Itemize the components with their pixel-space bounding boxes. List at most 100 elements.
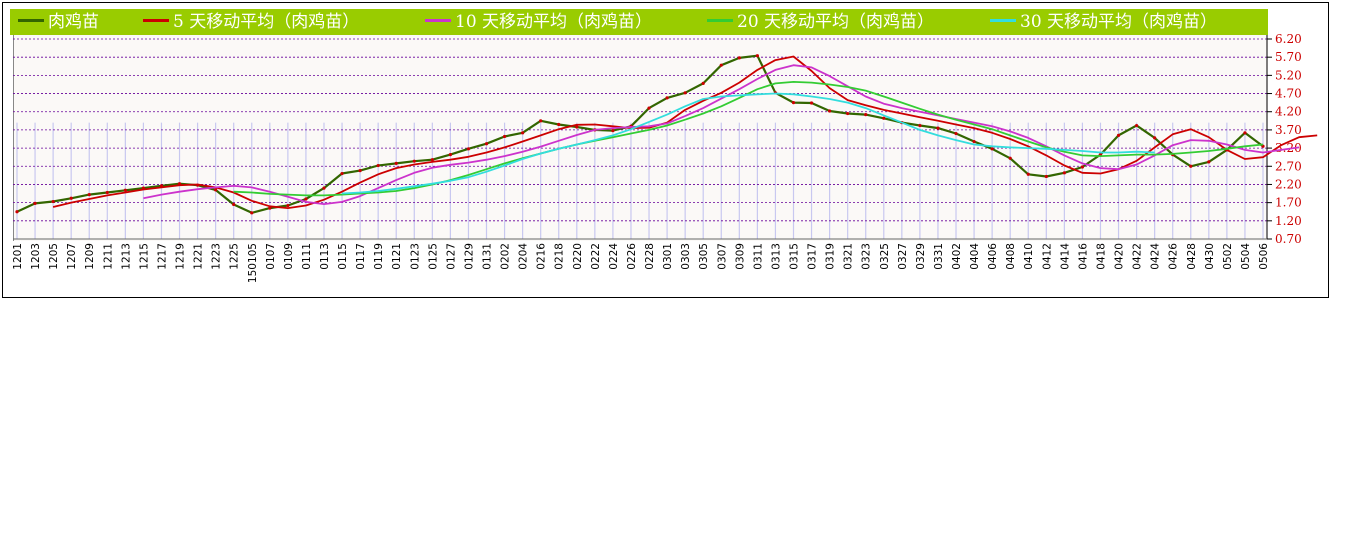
y-tick-label: 0.70 xyxy=(1275,232,1302,246)
data-point xyxy=(647,106,651,110)
x-tick-label: 0111 xyxy=(301,243,313,270)
data-point xyxy=(1116,133,1121,137)
data-point xyxy=(755,54,759,58)
x-tick-label: 0410 xyxy=(1023,243,1035,270)
line-chart: 6.205.705.204.704.203.703.202.702.201.70… xyxy=(12,32,1318,283)
legend-swatch xyxy=(143,19,169,22)
x-tick-label: 0309 xyxy=(734,243,746,270)
x-tick-label: 0224 xyxy=(608,243,620,270)
data-point xyxy=(448,153,452,157)
x-tick-label: 0115 xyxy=(337,243,349,270)
x-tick-label: 0426 xyxy=(1168,243,1180,270)
legend-label: 30 天移动平均（肉鸡苗） xyxy=(1020,12,1218,32)
x-tick-label: 0311 xyxy=(752,243,764,270)
legend-swatch xyxy=(18,19,44,22)
x-tick-label: 1221 xyxy=(193,243,205,270)
data-point xyxy=(990,147,994,151)
data-point xyxy=(123,188,127,192)
x-tick-label: 0216 xyxy=(536,243,548,270)
data-point xyxy=(936,126,940,130)
plot-area xyxy=(13,35,1268,241)
series-line xyxy=(233,81,1264,197)
data-point xyxy=(268,206,272,210)
legend-label: 10 天移动平均（肉鸡苗） xyxy=(455,12,653,32)
data-point xyxy=(665,96,669,100)
x-tick-label: 0313 xyxy=(770,243,782,270)
data-point xyxy=(521,131,525,135)
series-line xyxy=(341,92,1155,195)
data-point xyxy=(33,201,37,205)
series-line xyxy=(16,54,1264,214)
x-tick-label: 0119 xyxy=(373,243,385,270)
y-tick-label: 5.20 xyxy=(1275,68,1302,82)
x-tick-label: 1201 xyxy=(12,243,24,270)
x-tick-label: 1205 xyxy=(48,243,60,270)
x-tick-label: 1213 xyxy=(120,243,132,270)
x-tick-label: 0220 xyxy=(572,243,584,270)
data-point xyxy=(340,171,344,176)
data-point xyxy=(828,109,832,113)
data-point xyxy=(430,158,434,162)
data-point xyxy=(611,129,615,133)
data-point xyxy=(502,134,507,139)
series-3 xyxy=(233,81,1264,197)
x-tick-label: 0127 xyxy=(445,243,457,270)
x-tick-label: 1217 xyxy=(156,243,168,270)
x-tick-label: 0504 xyxy=(1240,243,1252,270)
data-point xyxy=(1080,165,1085,169)
y-tick-label: 6.20 xyxy=(1275,32,1302,46)
data-point xyxy=(972,139,976,144)
y-tick-label: 4.70 xyxy=(1275,87,1302,101)
data-point xyxy=(737,56,741,60)
legend-item: 5 天移动平均（肉鸡苗） xyxy=(143,9,359,35)
data-point xyxy=(557,122,561,127)
data-point xyxy=(683,91,687,95)
x-tick-label: 0305 xyxy=(698,243,710,270)
x-tick-label: 0424 xyxy=(1150,243,1162,270)
series-4 xyxy=(341,92,1155,195)
x-tick-label: 1219 xyxy=(175,243,187,270)
legend-label: 肉鸡苗 xyxy=(48,12,99,32)
x-tick-label: 0404 xyxy=(969,243,981,270)
data-point xyxy=(304,197,308,201)
data-point xyxy=(846,111,850,116)
data-point xyxy=(484,142,489,146)
x-tick-label: 0420 xyxy=(1114,243,1126,270)
x-tick-label: 0414 xyxy=(1059,243,1071,270)
data-point xyxy=(719,63,723,67)
x-tick-label: 1215 xyxy=(138,243,150,270)
data-point xyxy=(214,188,218,192)
data-point xyxy=(1134,123,1139,128)
x-tick-label: 0123 xyxy=(409,243,421,270)
series-0 xyxy=(15,54,1265,215)
data-point xyxy=(1044,174,1048,179)
y-grid: 6.205.705.204.704.203.703.202.702.201.70… xyxy=(13,32,1302,246)
data-point xyxy=(51,199,55,204)
data-point xyxy=(539,119,543,123)
data-point xyxy=(376,163,380,168)
data-point xyxy=(1026,172,1030,176)
chart-legend: 肉鸡苗 5 天移动平均（肉鸡苗） 10 天移动平均（肉鸡苗） 20 天移动平均（肉鸡苗… xyxy=(10,9,1268,35)
x-tick-label: 0307 xyxy=(716,243,728,270)
x-tick-label: 1211 xyxy=(102,243,114,270)
x-tick-label: 0428 xyxy=(1186,243,1198,270)
data-point xyxy=(882,116,886,120)
chart-frame: 肉鸡苗 5 天移动平均（肉鸡苗） 10 天移动平均（肉鸡苗） 20 天移动平均（肉鸡苗… xyxy=(2,2,1329,298)
data-point xyxy=(1062,171,1066,175)
x-tick-label: 0321 xyxy=(843,243,855,270)
x-tick-label: 0113 xyxy=(319,243,331,270)
legend-label: 20 天移动平均（肉鸡苗） xyxy=(737,12,935,32)
x-tick-label: 0408 xyxy=(1005,243,1017,270)
x-tick-label: 0222 xyxy=(590,243,602,270)
x-tick-label: 1223 xyxy=(211,243,223,270)
legend-swatch xyxy=(707,19,733,22)
x-tick-label: 0422 xyxy=(1132,243,1144,270)
legend-label: 5 天移动平均（肉鸡苗） xyxy=(173,12,360,32)
data-point xyxy=(701,81,705,85)
data-point xyxy=(250,211,254,215)
data-point xyxy=(1008,156,1012,160)
x-tick-label: 1207 xyxy=(66,243,78,270)
y-tick-label: 5.70 xyxy=(1275,50,1302,64)
data-point xyxy=(1189,164,1193,168)
legend-item: 10 天移动平均（肉鸡苗） xyxy=(425,9,652,35)
